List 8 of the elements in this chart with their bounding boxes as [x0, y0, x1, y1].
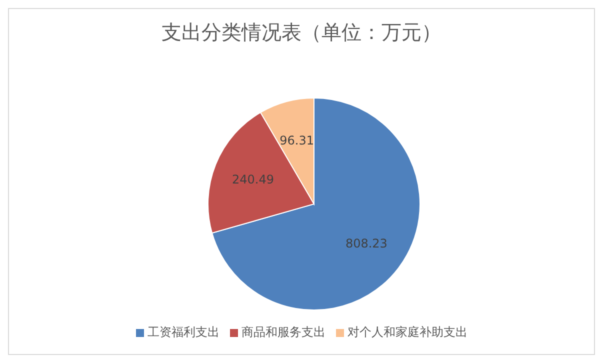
data-label: 96.31	[280, 134, 314, 148]
legend-label: 对个人和家庭补助支出	[348, 324, 468, 341]
legend-label: 商品和服务支出	[242, 324, 326, 341]
legend-label: 工资福利支出	[148, 324, 220, 341]
data-label: 240.49	[232, 172, 274, 186]
chart-title: 支出分类情况表（单位：万元）	[160, 19, 442, 46]
data-label: 808.23	[345, 236, 388, 251]
pie-slice	[212, 98, 420, 310]
